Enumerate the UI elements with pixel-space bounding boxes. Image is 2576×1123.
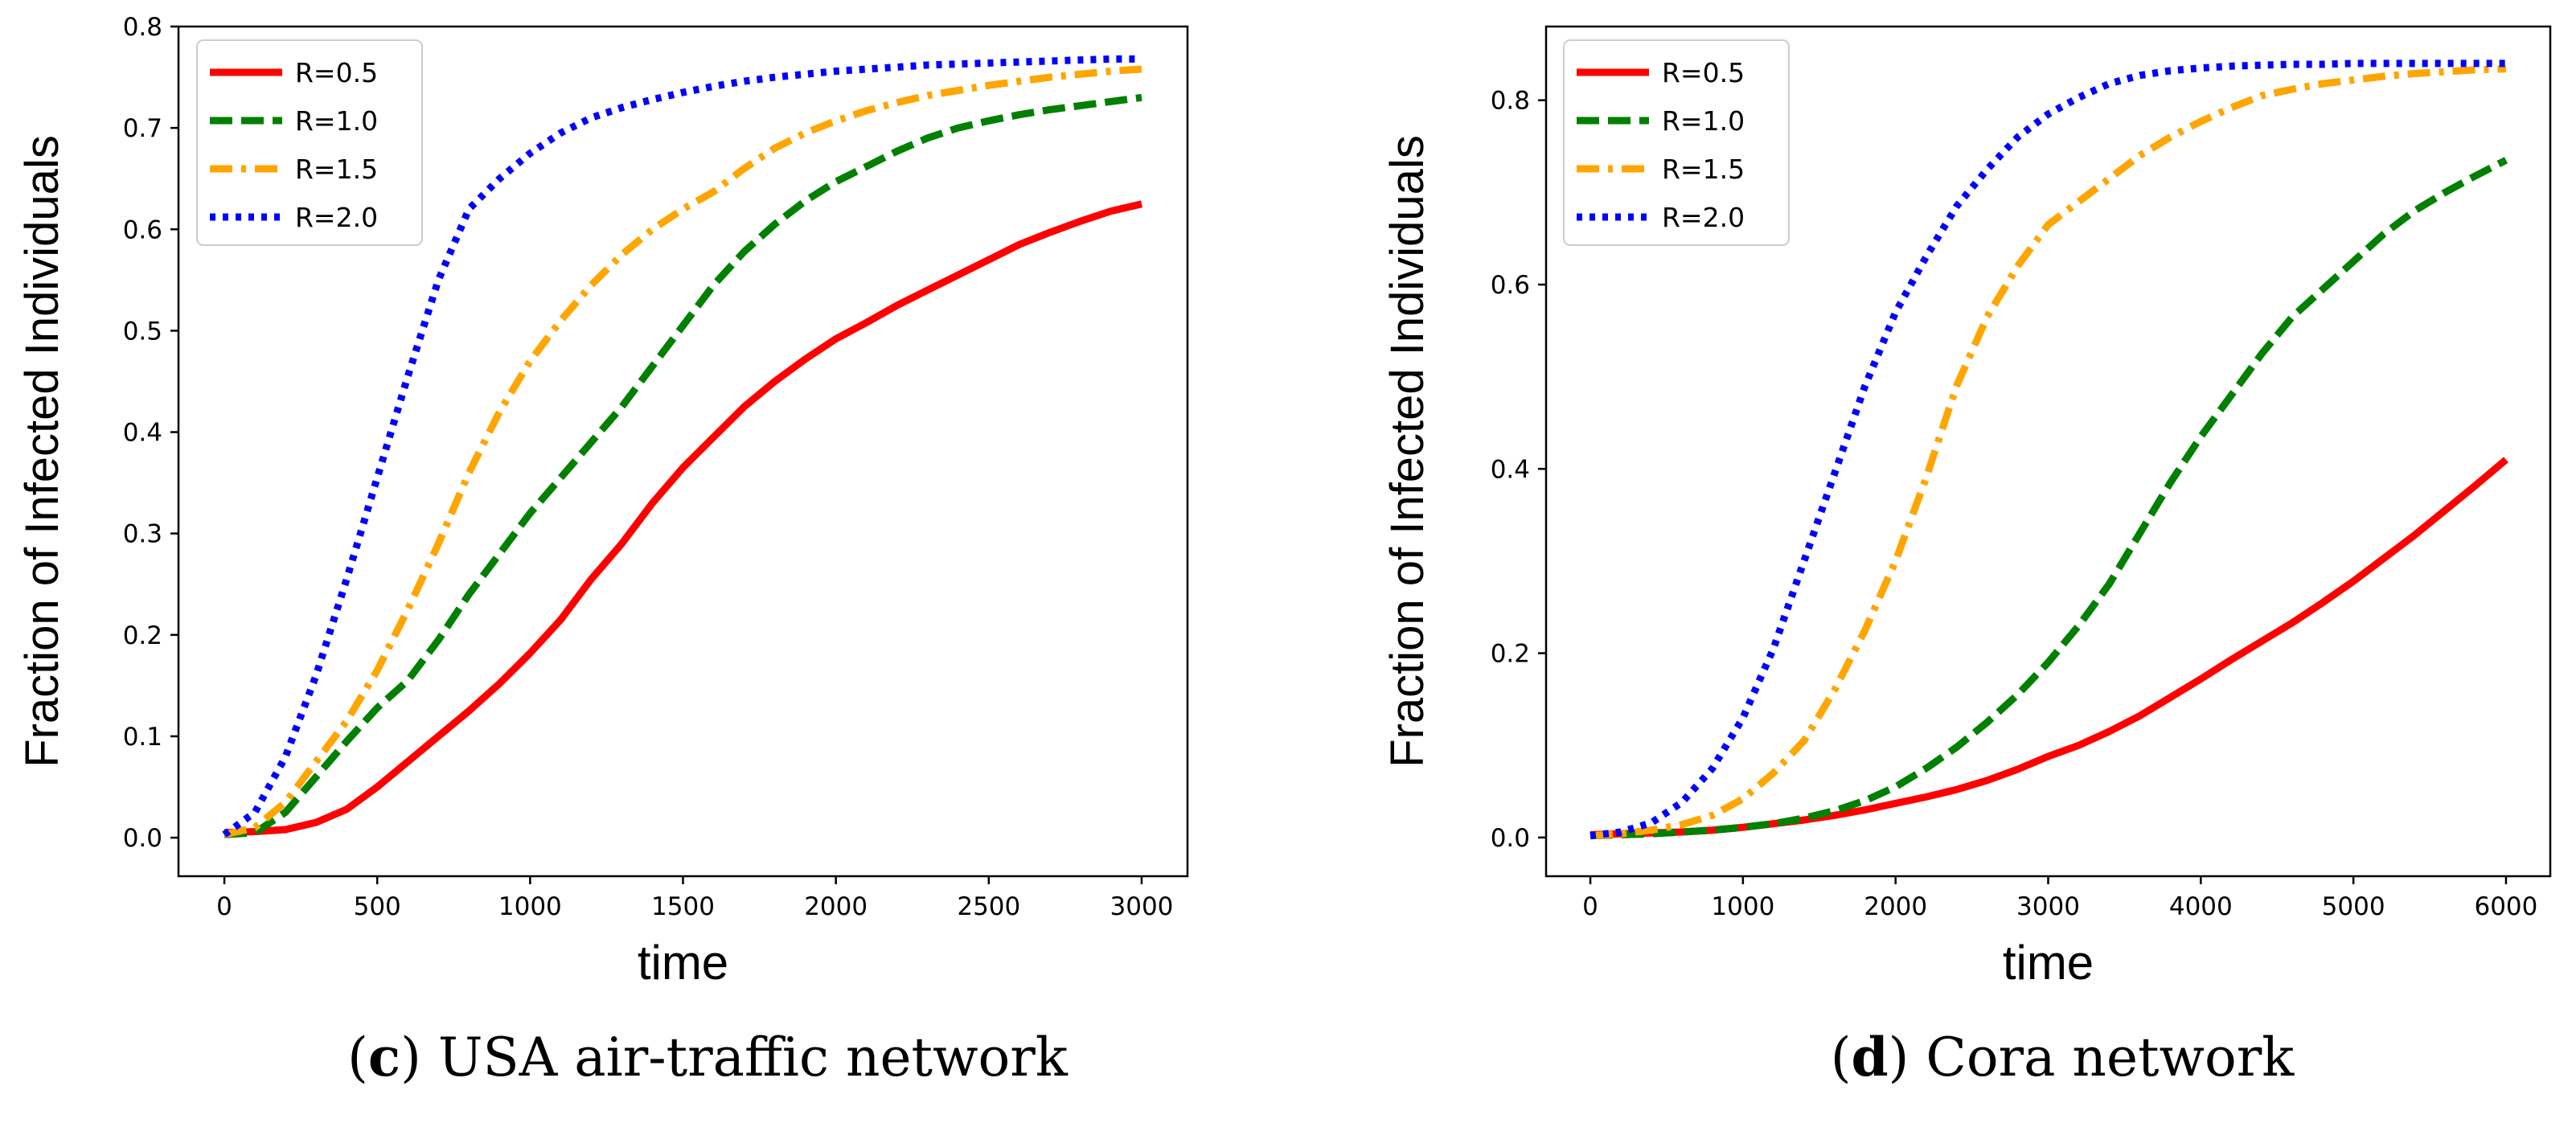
series-lines (1589, 59, 2508, 840)
legend-label: R=0.5 (295, 57, 378, 88)
legend-label: R=2.0 (295, 202, 378, 233)
legend-box (1563, 39, 1790, 246)
caption-text: USA air-traffic network (421, 1027, 1069, 1088)
figure-caption: (d) Cora network (1831, 1026, 2295, 1088)
caption-letter: c (368, 1026, 400, 1088)
y-tick-label: 0.0 (1491, 824, 1530, 853)
x-axis-label: time (2003, 936, 2094, 990)
legend-label: R=1.5 (295, 154, 378, 185)
series-line-R=1.0 (224, 93, 1142, 838)
legend-label: R=1.0 (295, 105, 378, 137)
series-lines (222, 55, 1143, 838)
y-tick-label: 0.5 (123, 317, 162, 346)
x-tick-label: 0 (216, 892, 232, 921)
x-tick-label: 6000 (2474, 892, 2537, 921)
caption-open-paren: ( (347, 1027, 368, 1088)
legend-label: R=2.0 (1662, 202, 1745, 233)
legend-label: R=1.5 (1662, 154, 1745, 185)
caption-close-paren: ) (1889, 1027, 1909, 1088)
series-line-R=1.5 (1589, 65, 2507, 840)
legend-label: R=0.5 (1662, 57, 1745, 88)
caption-open-paren: ( (1831, 1027, 1852, 1088)
y-tick-label: 0.3 (123, 520, 162, 549)
series-line-R=1.5 (223, 65, 1142, 838)
y-tick-label: 0.6 (1491, 271, 1530, 300)
y-tick-label: 0.0 (123, 824, 162, 853)
series-line-R=0.5 (224, 200, 1143, 837)
series-line-R=2.0 (222, 55, 1142, 838)
x-tick-label: 0 (1582, 892, 1598, 921)
x-axis-label: time (638, 936, 728, 990)
x-tick-label: 2000 (804, 892, 868, 921)
y-tick-label: 0.4 (123, 419, 162, 448)
y-tick-label: 0.2 (1491, 640, 1530, 669)
legend-box (196, 39, 423, 246)
legend-label: R=1.0 (1662, 105, 1745, 137)
figure-caption: (c) USA air-traffic network (347, 1026, 1069, 1088)
y-tick-label: 0.7 (123, 114, 162, 143)
series-line-R=2.0 (1589, 59, 2506, 840)
x-tick-label: 1000 (1711, 892, 1774, 921)
y-tick-label: 0.8 (123, 13, 162, 42)
y-tick-label: 0.2 (123, 621, 162, 650)
chart-panel-c: 0 500 1000 1500 2000 2500 3000 0.0 0.1 0.2 0.3 0.4 0… (16, 13, 1189, 1088)
series-line-R=0.5 (1589, 457, 2508, 838)
x-tick-label: 2000 (1864, 892, 1927, 921)
series-line-R=1.0 (1589, 157, 2508, 840)
caption-letter: d (1851, 1026, 1888, 1088)
x-tick-label: 3000 (1110, 892, 1174, 921)
x-tick-label: 5000 (2322, 892, 2385, 921)
x-tick-label: 500 (354, 892, 401, 921)
caption-close-paren: ) (400, 1027, 421, 1088)
y-tick-label: 0.1 (123, 723, 162, 752)
x-tick-label: 3000 (2016, 892, 2080, 921)
y-tick-label: 0.8 (1491, 87, 1530, 116)
x-tick-label: 2500 (957, 892, 1020, 921)
x-tick-label: 1000 (498, 892, 562, 921)
chart-panel-d: 0 1000 2000 3000 4000 5000 6000 0.0 0.2 0.4 0.6 0.8… (1381, 25, 2552, 1088)
x-tick-label: 1500 (651, 892, 715, 921)
y-tick-label: 0.4 (1491, 455, 1530, 484)
x-tick-label: 4000 (2169, 892, 2233, 921)
y-axis-label: Fraction of Infected Individuals (16, 135, 68, 768)
caption-text: Cora network (1909, 1027, 2295, 1088)
y-tick-label: 0.6 (123, 215, 162, 244)
y-axis-label: Fraction of Infected Individuals (1381, 135, 1434, 768)
